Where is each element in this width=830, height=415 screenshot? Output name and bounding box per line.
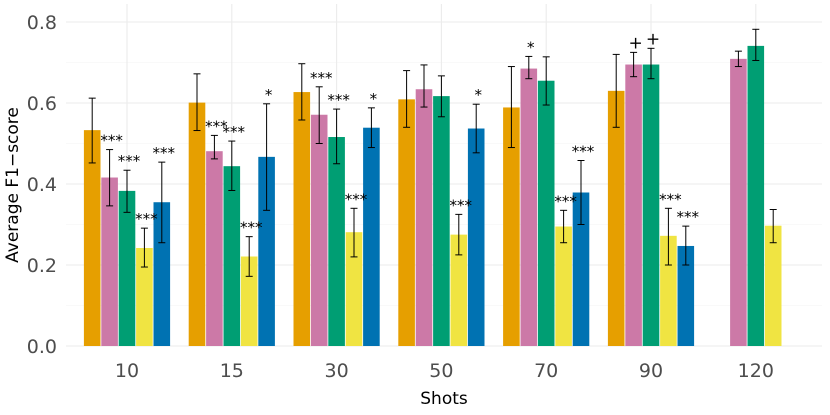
significance-label: ***: [677, 208, 700, 226]
bars: [83, 45, 782, 347]
x-tick-label: 70: [534, 360, 558, 382]
y-tick-label: 0.4: [27, 174, 57, 196]
y-tick-label: 0.2: [27, 255, 57, 277]
bar: [310, 114, 328, 347]
bar: [730, 58, 747, 346]
significance-label: ***: [153, 144, 176, 162]
y-axis-title: Average F1−score: [3, 107, 23, 263]
bar: [101, 177, 118, 346]
x-tick-label: 120: [738, 360, 774, 382]
significance-label: *: [527, 38, 535, 56]
bar: [660, 235, 677, 346]
bar: [345, 232, 363, 346]
x-tick-label: 90: [639, 360, 663, 382]
x-axis-title: Shots: [420, 389, 468, 409]
y-tick-label: 0.8: [27, 12, 57, 34]
bar: [240, 256, 258, 346]
significance-label: ***: [100, 132, 123, 150]
significance-label: *: [474, 86, 482, 104]
bar: [206, 151, 223, 346]
significance-label: ***: [223, 123, 246, 141]
significance-label: ***: [327, 91, 350, 109]
significance-label: ***: [310, 69, 333, 87]
bar: [83, 130, 101, 346]
bar: [537, 80, 555, 346]
x-tick-label: 10: [115, 360, 139, 382]
y-tick-labels: 0.0 0.2 0.4 0.6 0.8: [27, 12, 57, 358]
significance-label: ***: [135, 210, 158, 228]
significance-label: +: [646, 29, 660, 49]
significance-label: ***: [240, 219, 263, 237]
bar: [118, 190, 136, 346]
bar: [328, 137, 345, 346]
significance-label: *: [370, 90, 378, 108]
bar: [188, 102, 206, 346]
bar: [450, 234, 468, 346]
x-tick-label: 50: [429, 360, 453, 382]
bar: [677, 245, 695, 346]
significance-label: ***: [554, 192, 577, 210]
bar: [363, 127, 380, 346]
bar: [415, 89, 433, 346]
bar: [642, 64, 660, 347]
significance-label: ***: [659, 190, 682, 208]
bar: [467, 128, 485, 346]
bar: [625, 64, 642, 347]
y-tick-label: 0.0: [27, 336, 57, 358]
significance-label: ***: [118, 152, 141, 170]
significance-label: ***: [450, 196, 473, 214]
bar: [293, 92, 311, 346]
x-tick-labels: 10 15 30 50 70 90 120: [115, 360, 774, 382]
bar: [520, 68, 538, 346]
error-bars: [88, 28, 777, 277]
significance-label: ***: [572, 143, 595, 161]
significance-label: *: [265, 86, 273, 104]
significance-label: ***: [205, 117, 228, 135]
x-tick-label: 30: [325, 360, 349, 382]
bar: [572, 192, 590, 346]
bar: [764, 225, 782, 346]
bar: [258, 156, 275, 346]
bar: [433, 96, 450, 347]
bar: [153, 202, 171, 346]
bar: [503, 107, 520, 346]
bar: [136, 247, 153, 346]
bar: [398, 99, 415, 346]
significance-label: ***: [345, 190, 368, 208]
significance-annotations: ********** +*********+*** ****** *** *** ****…: [100, 29, 699, 236]
significance-label: +: [628, 33, 642, 53]
x-tick-label: 15: [220, 360, 244, 382]
bar: [555, 226, 572, 346]
y-tick-label: 0.6: [27, 93, 57, 115]
bar: [747, 45, 765, 347]
bar: [223, 166, 241, 346]
bar: [607, 90, 625, 346]
